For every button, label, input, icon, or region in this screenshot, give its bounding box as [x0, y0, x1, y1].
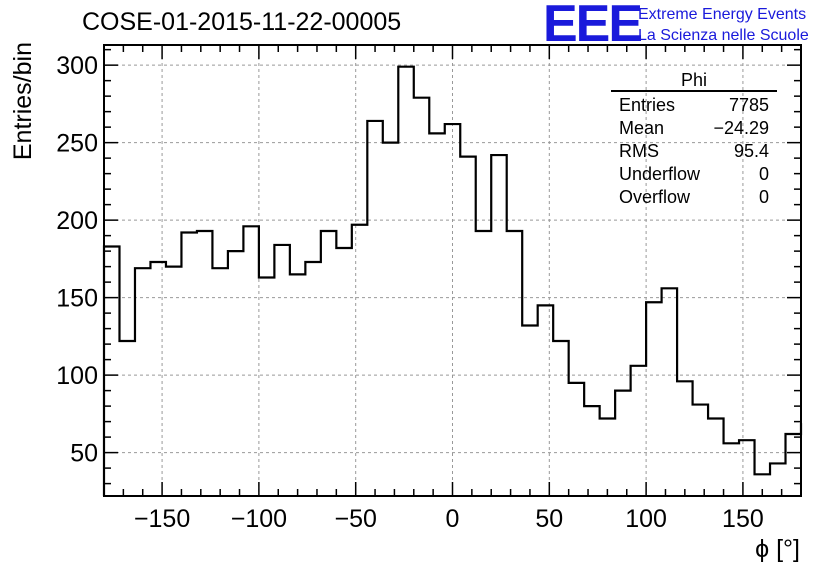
- histogram-bin: [398, 67, 413, 496]
- logo-line-1: Extreme Energy Events: [638, 6, 807, 23]
- y-tick-label: 250: [56, 130, 98, 158]
- stats-label: Underflow: [619, 164, 701, 184]
- histogram-bin: [770, 463, 785, 496]
- histogram-bin: [600, 419, 615, 496]
- histogram-bin: [135, 268, 150, 496]
- x-tick-label: −150: [134, 505, 190, 533]
- grid-lines: [104, 45, 801, 496]
- histogram-bin: [662, 288, 677, 496]
- histogram-bin: [708, 419, 723, 496]
- y-tick-label: 300: [56, 52, 98, 80]
- histogram-bin: [538, 305, 553, 496]
- logo-line-2: La Scienza nelle Scuole: [638, 27, 809, 44]
- histogram-bin: [290, 274, 305, 496]
- y-tick-label: 200: [56, 207, 98, 235]
- histogram-bin: [274, 245, 289, 496]
- histogram-bin: [429, 133, 444, 496]
- histogram-bin: [352, 225, 367, 496]
- tick-labels: −150 −100 −50 0 50 100 150 50 100 150 200 250 300: [56, 52, 763, 533]
- stats-row: Underflow 0: [611, 163, 777, 186]
- histogram-bin: [739, 440, 754, 496]
- histogram-bin: [259, 277, 274, 496]
- histogram-bin: [693, 405, 708, 496]
- stats-row: Overflow 0: [611, 186, 777, 209]
- stats-label: RMS: [619, 141, 659, 161]
- histogram-bin: [212, 268, 227, 496]
- histogram-bin: [677, 381, 692, 496]
- histogram-bars: [102, 65, 803, 496]
- histogram-bin: [476, 231, 491, 496]
- x-tick-label: 100: [625, 505, 667, 533]
- histogram-bin: [631, 366, 646, 496]
- x-tick-label: 0: [446, 505, 460, 533]
- stats-value: −24.29: [713, 118, 769, 138]
- y-axis-label: Entries/bin: [9, 42, 37, 160]
- histogram-bin: [584, 406, 599, 496]
- stats-box: Phi Entries 7785 Mean −24.29 RMS 95.4 Underflo…: [611, 70, 777, 209]
- stats-value: 95.4: [733, 141, 769, 161]
- stats-value: 0: [758, 187, 769, 207]
- histogram-bin: [181, 233, 196, 496]
- histogram-bin: [119, 341, 134, 496]
- stats-rows: Entries 7785 Mean −24.29 RMS 95.4 Underflow 0 Ov…: [611, 94, 777, 209]
- histogram-bin: [243, 226, 258, 496]
- stats-value: 0: [758, 164, 769, 184]
- stats-value: 7785: [728, 95, 769, 115]
- y-tick-label: 50: [70, 440, 98, 468]
- histogram-bin: [724, 443, 739, 496]
- histogram-bin: [460, 157, 475, 496]
- stats-label: Overflow: [619, 187, 691, 207]
- stats-row: Mean −24.29: [611, 117, 777, 140]
- eee-logo: EEE: [543, 0, 643, 53]
- x-tick-label: 150: [722, 505, 764, 533]
- x-axis-label: ϕ [°]: [755, 535, 800, 563]
- histogram-bin: [522, 326, 537, 496]
- y-tick-label: 150: [56, 285, 98, 313]
- x-tick-label: −100: [231, 505, 287, 533]
- stats-row: RMS 95.4: [611, 140, 777, 163]
- histogram-bin: [166, 267, 181, 496]
- stats-row: Entries 7785: [611, 94, 777, 117]
- histogram-outline: [102, 65, 803, 496]
- histogram-bin: [197, 231, 212, 496]
- histogram-bin: [104, 246, 119, 496]
- histogram-bin: [491, 155, 506, 496]
- histogram-bin: [336, 248, 351, 496]
- axis-ticks: [103, 45, 802, 496]
- plot-title: COSE-01-2015-11-22-00005: [82, 8, 402, 36]
- histogram-bin: [228, 251, 243, 496]
- x-tick-label: −50: [334, 505, 376, 533]
- histogram-bin: [569, 383, 584, 496]
- stats-label: Entries: [619, 95, 676, 115]
- histogram-bin: [615, 391, 630, 496]
- stats-label: Mean: [619, 118, 665, 138]
- histogram-bin: [786, 434, 801, 496]
- x-tick-label: 50: [535, 505, 563, 533]
- histogram-bin: [305, 262, 320, 496]
- logo-caption: Extreme Energy Events La Scienza nelle S…: [638, 4, 809, 46]
- histogram-bin: [150, 262, 165, 496]
- y-tick-label: 100: [56, 362, 98, 390]
- stats-box-title: Phi: [611, 70, 777, 92]
- histogram-bin: [383, 143, 398, 496]
- histogram-bin: [646, 302, 661, 496]
- histogram-bin: [321, 231, 336, 496]
- histogram-bin: [367, 121, 382, 496]
- histogram-bin: [507, 231, 522, 496]
- histogram-bin: [414, 98, 429, 496]
- histogram-bin: [553, 341, 568, 496]
